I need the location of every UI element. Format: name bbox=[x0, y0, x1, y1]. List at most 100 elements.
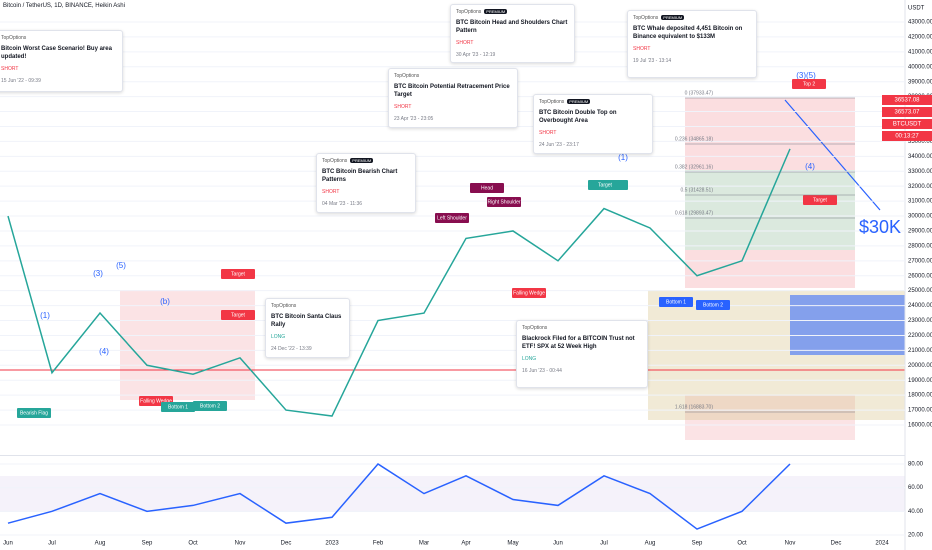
annotation-box bbox=[696, 300, 730, 310]
annotation: Head bbox=[481, 185, 493, 191]
symbol-header: Bitcoin / TetherUS, 1D, BINANCE, Heikin … bbox=[3, 3, 125, 9]
price-line bbox=[7, 148, 791, 417]
annotation: Falling Wedge bbox=[513, 290, 545, 296]
y-tick-label: 23000.00 bbox=[908, 318, 932, 324]
idea-card[interactable]: TopOptions PREMIUM BTC Bitcoin Double Top … bbox=[533, 94, 653, 154]
annotation: Left Shoulder bbox=[437, 215, 467, 221]
idea-date: 16 Jun '23 - 00:44 bbox=[522, 367, 562, 374]
idea-date: 24 Dec '22 - 13:39 bbox=[271, 345, 312, 352]
x-tick-label: Mar bbox=[419, 541, 429, 547]
fib-label: 0.236 (34865.18) bbox=[675, 136, 713, 142]
y-tick-label: 30000.00 bbox=[908, 214, 932, 220]
annotation-box bbox=[792, 79, 826, 89]
idea-title: BTC Bitcoin Santa Claus Rally bbox=[271, 314, 342, 328]
annotation: Target bbox=[231, 271, 246, 277]
volume-profile bbox=[790, 295, 905, 355]
signal: SHORT bbox=[456, 39, 474, 46]
annotation: (b) bbox=[160, 297, 170, 306]
x-tick-label: Aug bbox=[95, 541, 106, 547]
y-tick-label: 26000.00 bbox=[908, 273, 932, 279]
y-tick-label: 21000.00 bbox=[908, 348, 932, 354]
idea-card[interactable]: TopOptions PREMIUM BTC Whale deposited 4,4… bbox=[627, 10, 757, 78]
y-tick-label: 40000.00 bbox=[908, 64, 932, 70]
fib-label: 0.5 (31428.51) bbox=[680, 187, 713, 193]
idea-date: 23 Apr '23 - 23:05 bbox=[394, 115, 434, 122]
brand: TopOptions bbox=[271, 303, 297, 309]
x-tick-label: Oct bbox=[188, 541, 198, 547]
idea-card[interactable]: TopOptions BTC Bitcoin Potential Retracem… bbox=[388, 68, 518, 128]
x-tick-label: Sep bbox=[692, 541, 703, 547]
idea-title: Blackrock Filed for a BITCOIN Trust not … bbox=[522, 336, 635, 350]
idea-title: Bitcoin Worst Case Scenario! Buy area up… bbox=[1, 46, 112, 60]
y-tick-label: 16000.00 bbox=[908, 423, 932, 429]
badge: PREMIUM bbox=[350, 158, 374, 163]
annotation-box bbox=[470, 183, 504, 193]
price-tag bbox=[882, 107, 932, 117]
annotation-box bbox=[588, 180, 622, 190]
signal: SHORT bbox=[322, 188, 340, 195]
annotation: Falling Wedge bbox=[140, 398, 172, 404]
y-tick-label: 22000.00 bbox=[908, 333, 932, 339]
price-tag-text: BTCUSDT bbox=[893, 122, 922, 128]
annotation: $30K bbox=[859, 217, 901, 237]
y-tick-label: 41000.00 bbox=[908, 49, 932, 55]
annotation: (3)(5) bbox=[796, 71, 816, 80]
x-tick-label: Dec bbox=[281, 541, 292, 547]
idea-card[interactable]: TopOptions BTC Bitcoin Santa Claus Rally L… bbox=[265, 298, 350, 358]
idea-card[interactable]: TopOptions PREMIUM BTC Bitcoin Bearish Cha… bbox=[316, 153, 416, 213]
annotation-box bbox=[221, 310, 255, 320]
y-tick-label: 39000.00 bbox=[908, 79, 932, 85]
badge: PREMIUM bbox=[661, 15, 685, 20]
annotation: Bottom 2 bbox=[703, 302, 723, 308]
annotation: (5) bbox=[116, 261, 126, 270]
annotation: Bearish Flag bbox=[20, 410, 48, 416]
annotation-box bbox=[659, 297, 693, 307]
x-tick-label: Oct bbox=[737, 541, 747, 547]
x-tick-label: Jul bbox=[600, 541, 608, 547]
price-tag bbox=[882, 119, 932, 129]
annotation-box bbox=[803, 195, 837, 205]
x-tick-label: Aug bbox=[645, 541, 656, 547]
signal: SHORT bbox=[1, 65, 19, 72]
brand: TopOptions bbox=[1, 35, 27, 41]
y-tick-label: 32000.00 bbox=[908, 184, 932, 190]
idea-date: 30 Apr '23 - 12:19 bbox=[456, 51, 496, 58]
annotation-box bbox=[487, 197, 521, 207]
idea-card[interactable]: TopOptions PREMIUM BTC Bitcoin Head and Sh… bbox=[450, 4, 575, 63]
y-tick-label: 17000.00 bbox=[908, 408, 932, 414]
y-tick-label: 19000.00 bbox=[908, 378, 932, 384]
x-tick-label: 2023 bbox=[325, 541, 339, 547]
fib-label: 0.618 (29893.47) bbox=[675, 210, 713, 216]
annotation: (1) bbox=[618, 153, 628, 162]
x-tick-label: 2024 bbox=[875, 541, 889, 547]
brand: TopOptions bbox=[322, 158, 348, 164]
rsi-tick-label: 80.00 bbox=[908, 462, 924, 468]
fib-label: 0.382 (32961.16) bbox=[675, 164, 713, 170]
idea-title: BTC Bitcoin Head and Shoulders Chart Pat… bbox=[456, 20, 568, 34]
idea-card[interactable]: TopOptions Blackrock Filed for a BITCOIN … bbox=[516, 320, 648, 388]
signal: SHORT bbox=[539, 129, 557, 136]
y-tick-label: 24000.00 bbox=[908, 303, 932, 309]
annotation: Target bbox=[813, 197, 828, 203]
y-tick-label: 27000.00 bbox=[908, 258, 932, 264]
idea-title: BTC Bitcoin Bearish Chart Patterns bbox=[322, 169, 398, 183]
idea-date: 15 Jun '22 - 09:39 bbox=[1, 77, 41, 84]
idea-date: 24 Jun '23 - 23:17 bbox=[539, 141, 579, 148]
brand: TopOptions bbox=[394, 73, 420, 79]
annotation: Bottom 2 bbox=[200, 403, 220, 409]
y-tick-label: 33000.00 bbox=[908, 169, 932, 175]
idea-date: 19 Jul '23 - 13:14 bbox=[633, 57, 672, 64]
idea-card[interactable]: TopOptions Bitcoin Worst Case Scenario! B… bbox=[0, 30, 123, 92]
annotation: Bottom 1 bbox=[168, 404, 188, 410]
y-tick-label: 20000.00 bbox=[908, 363, 932, 369]
brand: TopOptions bbox=[456, 9, 482, 15]
rsi-line bbox=[7, 463, 791, 530]
brand: TopOptions bbox=[539, 99, 565, 105]
idea-date: 04 Mar '23 - 11:36 bbox=[322, 200, 363, 207]
annotation-box bbox=[193, 401, 227, 411]
idea-title: BTC Whale deposited 4,451 Bitcoin on Bin… bbox=[633, 26, 743, 40]
badge: PREMIUM bbox=[484, 9, 508, 14]
y-tick-label: 25000.00 bbox=[908, 288, 932, 294]
pane-divider bbox=[0, 455, 905, 456]
